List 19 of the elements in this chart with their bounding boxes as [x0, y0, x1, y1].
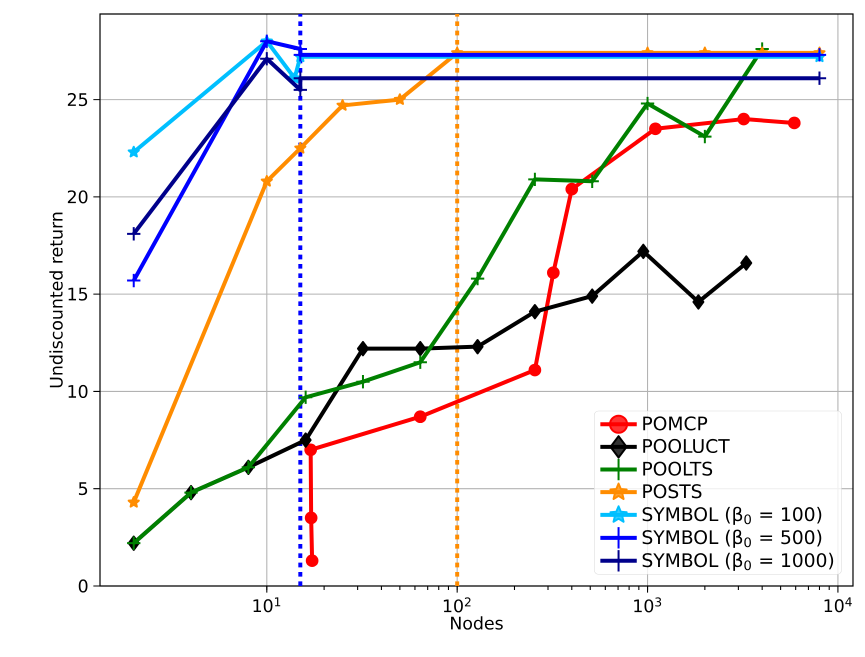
y-tick-label: 15: [68, 288, 88, 301]
y-tick-label: 10: [68, 384, 88, 398]
x-axis-title: Nodes: [451, 616, 503, 630]
y-tick-label: 5: [78, 482, 88, 496]
y-tick-label: 25: [68, 93, 88, 106]
x-tick-label: 10$^{1}$: [253, 597, 280, 612]
y-tick-label: 0: [78, 579, 88, 593]
legend-label: SYMBOL (β$_{0}$ = 100): [642, 506, 822, 525]
x-tick-label: 10$^{3}$: [634, 597, 662, 612]
legend-label: POOLTS: [643, 462, 712, 476]
legend-label: POSTS: [643, 484, 702, 498]
legend-label: POMCP: [643, 416, 708, 430]
x-tick-label: 10$^{4}$: [824, 597, 852, 612]
y-axis-title: Undiscounted return: [49, 212, 63, 388]
legend-label: SYMBOL (β$_{0}$ = 1000): [642, 552, 834, 571]
legend-label: POOLUCT: [643, 438, 730, 454]
legend-label: SYMBOL (β$_{0}$ = 500): [642, 530, 822, 548]
x-tick-label: 10$^{2}$: [444, 597, 471, 612]
y-tick-label: 20: [68, 190, 88, 204]
